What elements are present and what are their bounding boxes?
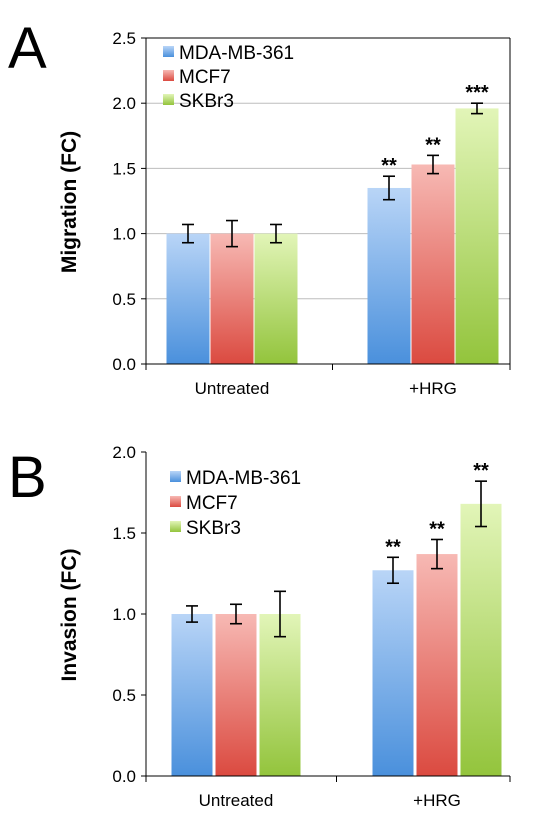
error-bars	[186, 480, 487, 638]
bar-skbr3-untreated	[259, 614, 301, 776]
y-axis-label-migration: Migration (FC)	[58, 131, 81, 273]
error-bar	[186, 605, 198, 623]
bar-mcf7-untreated	[210, 233, 254, 364]
x-category-labels: Untreated +HRG	[195, 379, 457, 398]
legend-swatch	[170, 521, 181, 532]
bar-skbr3-untreated	[254, 233, 298, 364]
bar-mcf7-hrg	[411, 164, 455, 364]
legend-item-skbr3: SKBr3	[163, 91, 234, 112]
significance-mark: **	[385, 536, 401, 558]
bar-mcf7-hrg	[416, 554, 458, 776]
y-tick-label: 0.0	[112, 355, 136, 374]
significance-marks: *******	[381, 82, 489, 177]
significance-mark: **	[425, 134, 441, 156]
error-bar	[475, 480, 487, 528]
y-axis-label-invasion: Invasion (FC)	[58, 548, 81, 681]
x-category-label: +HRG	[413, 791, 461, 810]
y-tick-label: 0.5	[112, 290, 136, 309]
error-bars	[182, 102, 483, 248]
legend-swatch	[163, 94, 174, 105]
x-category-label: Untreated	[199, 791, 274, 810]
y-tick-label: 1.0	[112, 605, 136, 624]
legend-label: MCF7	[179, 67, 231, 88]
panel-letter-b: B	[8, 445, 47, 510]
legend: MDA-MB-361 MCF7 SKBr3	[170, 468, 301, 539]
error-bar	[427, 154, 439, 175]
y-tick-label: 1.5	[112, 524, 136, 543]
legend-label: MCF7	[186, 493, 238, 514]
y-tick-labels: 0.0 0.5 1.0 1.5 2.0	[112, 443, 136, 786]
error-bar	[274, 590, 286, 638]
y-tick-label: 1.0	[112, 225, 136, 244]
legend-item-mda-mb-361: MDA-MB-361	[170, 468, 301, 489]
legend-item-mcf7: MCF7	[170, 493, 238, 514]
legend-item-mda-mb-361: MDA-MB-361	[163, 43, 294, 64]
x-category-label: Untreated	[195, 379, 270, 398]
bar-mda-mb-361-hrg	[367, 187, 411, 364]
bar-mda-mb-361-untreated	[166, 233, 210, 364]
error-bar	[431, 538, 443, 570]
legend-label: MDA-MB-361	[179, 43, 294, 64]
axes	[141, 37, 511, 370]
legend: MDA-MB-361 MCF7 SKBr3	[163, 43, 294, 112]
bars	[171, 503, 502, 776]
bar-skbr3-hrg	[455, 108, 499, 364]
bars	[166, 108, 499, 364]
bar-skbr3-hrg	[460, 503, 502, 776]
legend-swatch	[163, 46, 174, 57]
y-tick-label: 2.0	[112, 443, 136, 462]
significance-marks: ** ** **	[385, 460, 489, 558]
legend-swatch	[163, 70, 174, 81]
panel-b-invasion-chart: B Invasion (FC) ** ** ** 0.0 0.5 1.0 1.5 2.0 U…	[8, 443, 511, 810]
y-tick-label: 1.5	[112, 159, 136, 178]
y-tick-label: 0.5	[112, 686, 136, 705]
x-category-label: +HRG	[409, 379, 457, 398]
axes	[141, 451, 511, 782]
panel-a-migration-chart: A Migration (FC) ******* 0.00.51.01.52.0…	[8, 16, 511, 398]
significance-mark: **	[473, 460, 489, 482]
error-bar	[230, 603, 242, 625]
legend-label: SKBr3	[186, 518, 241, 539]
x-category-labels: Untreated +HRG	[199, 791, 461, 810]
error-bar	[182, 223, 194, 244]
legend-item-skbr3: SKBr3	[170, 518, 241, 539]
legend-label: SKBr3	[179, 91, 234, 112]
panel-letter-a: A	[8, 16, 47, 81]
error-bar	[226, 219, 238, 248]
bar-mda-mb-361-hrg	[372, 570, 414, 776]
y-tick-label: 2.0	[112, 94, 136, 113]
significance-mark: **	[429, 518, 445, 540]
error-bar	[387, 556, 399, 585]
legend-swatch	[170, 471, 181, 482]
legend-swatch	[170, 496, 181, 507]
error-bar	[383, 175, 395, 201]
legend-label: MDA-MB-361	[186, 468, 301, 489]
legend-item-mcf7: MCF7	[163, 67, 231, 88]
y-tick-label: 2.5	[112, 29, 136, 48]
significance-mark: **	[381, 155, 397, 177]
significance-mark: ***	[465, 82, 489, 104]
y-tick-label: 0.0	[112, 767, 136, 786]
error-bar	[270, 223, 282, 244]
y-tick-labels: 0.0 0.5 1.0 1.5 2.0 2.5	[112, 29, 136, 374]
error-bar	[471, 102, 483, 115]
bar-mcf7-untreated	[215, 614, 257, 776]
bar-mda-mb-361-untreated	[171, 614, 213, 776]
